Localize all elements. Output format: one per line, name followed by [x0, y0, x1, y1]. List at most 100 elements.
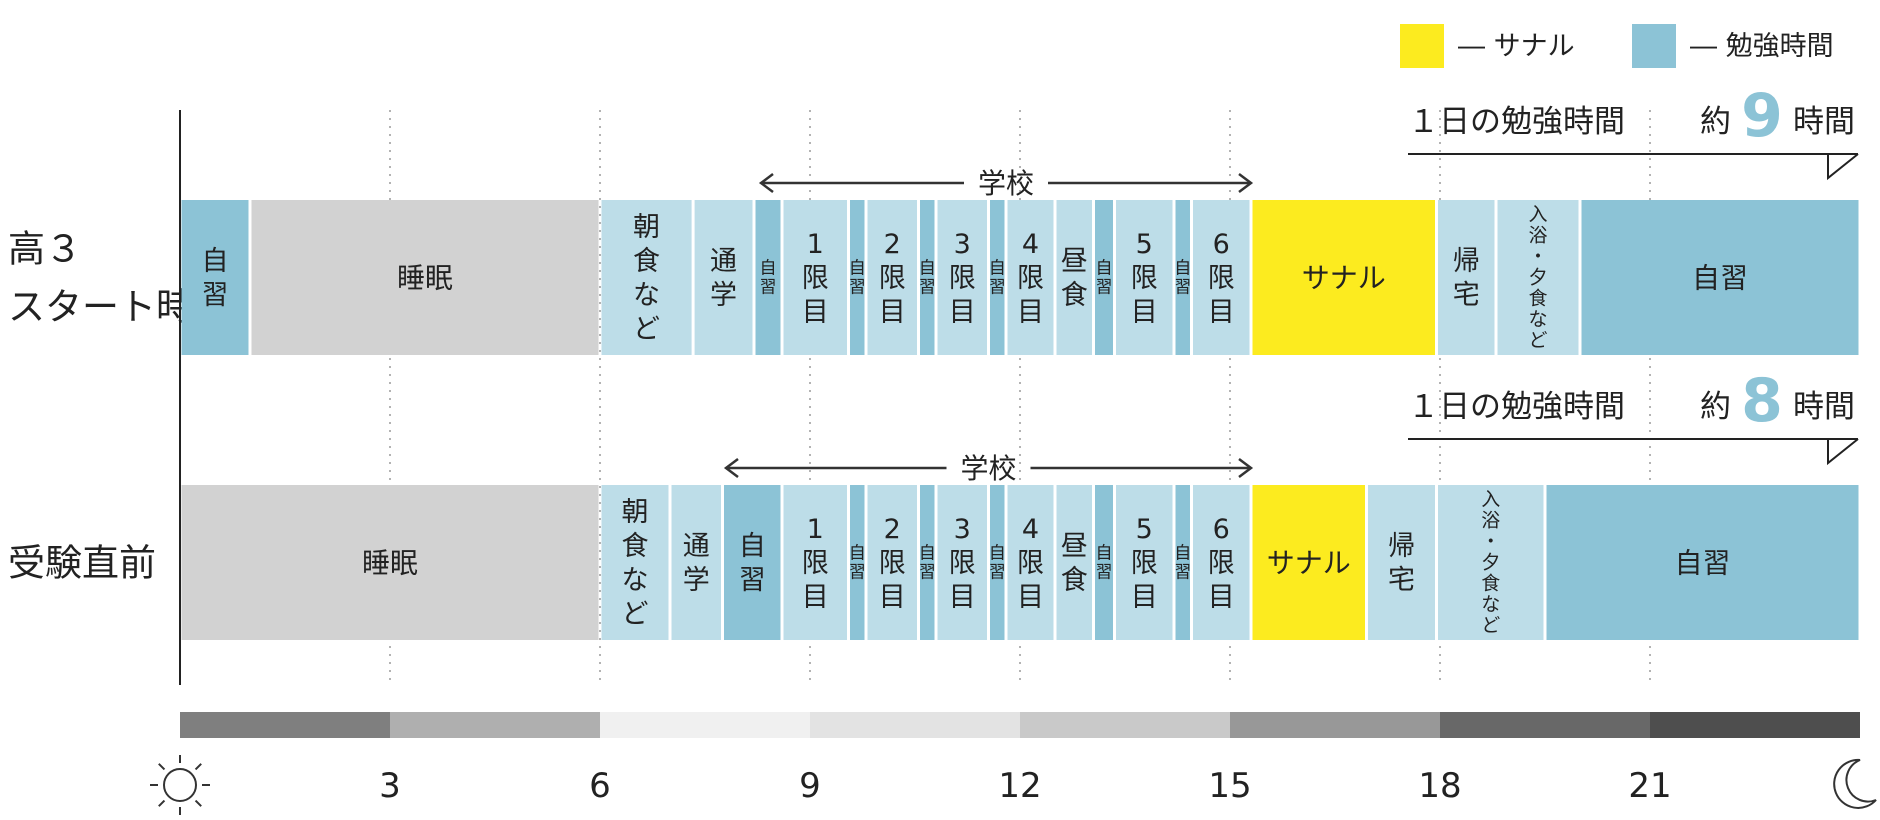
block-sanaru: [1252, 485, 1365, 640]
schedule-block: 3 限目: [937, 200, 987, 355]
tick-label: 15: [1208, 766, 1251, 806]
schedule-block: 入浴・夕食など: [1497, 200, 1579, 355]
block-label: 睡眠: [362, 547, 418, 580]
block-study: [1581, 200, 1859, 355]
schedule-block: サナル: [1252, 485, 1365, 640]
block-other: [601, 485, 669, 640]
study-hours-unit: 時間: [1793, 389, 1855, 425]
summary-callout-line: [1408, 153, 1859, 181]
study-hours-approx: 約: [1700, 104, 1731, 140]
schedule-block: 4 限目: [1007, 200, 1054, 355]
block-label: 通学: [710, 246, 737, 311]
study-hours-value: 9: [1741, 81, 1783, 151]
schedule-block: 5 限目: [1116, 200, 1173, 355]
tick-label: 21: [1628, 766, 1671, 806]
tick-label: 6: [589, 766, 611, 806]
daylight-band: [1440, 712, 1650, 738]
sun-ray: [194, 763, 202, 771]
schedule-block: 自習: [849, 200, 866, 355]
schedule-block: 2 限目: [867, 200, 917, 355]
block-label: 朝食など: [633, 212, 660, 345]
block-label: 5 限目: [1131, 229, 1158, 328]
schedule-block: 昼食: [1056, 200, 1092, 355]
block-other: [1116, 200, 1173, 355]
schedule-block: 自習: [919, 485, 936, 640]
block-label: 自習: [202, 246, 229, 311]
schedule-block: 自習: [849, 485, 866, 640]
block-other: [694, 200, 753, 355]
schedule-block: 朝食など: [601, 485, 669, 640]
schedule-block: 自習: [1174, 485, 1191, 640]
sun-icon: [150, 755, 210, 815]
block-other: [1116, 485, 1173, 640]
schedule-block: 2 限目: [867, 485, 917, 640]
tick-label: 18: [1418, 766, 1461, 806]
block-other: [867, 200, 917, 355]
block-label: 6 限目: [1208, 514, 1235, 613]
legend-swatch: [1632, 24, 1676, 68]
block-other: [1056, 200, 1092, 355]
schedule-block: 自習: [989, 485, 1006, 640]
schedule-block: 朝食など: [601, 200, 692, 355]
block-label: 通学: [683, 531, 710, 596]
schedule-block: 自習: [1174, 200, 1191, 355]
block-study: [850, 485, 865, 640]
study-hours-prefix: １日の勉強時間: [1408, 104, 1625, 140]
block-label: 自習: [1096, 543, 1113, 582]
block-label: 自習: [849, 258, 866, 297]
schedule-block: 自習: [1546, 485, 1859, 640]
legend-label: ― サナル: [1458, 31, 1575, 62]
schedule-block: 自習: [919, 200, 936, 355]
schedule-block: 自習: [181, 200, 249, 355]
schedule-block: 1 限目: [783, 200, 847, 355]
moon-crescent: [1833, 758, 1877, 809]
arrowhead-right: [1238, 173, 1254, 193]
block-label: 自習: [989, 543, 1006, 582]
daylight-band: [810, 712, 1020, 738]
block-label: 5 限目: [1131, 514, 1158, 613]
schedule-block: 6 限目: [1193, 200, 1250, 355]
schedule-block: 4 限目: [1007, 485, 1054, 640]
block-sleep: [181, 485, 599, 640]
block-label: 3 限目: [949, 229, 976, 328]
block-other: [601, 200, 692, 355]
schedule-block: 睡眠: [181, 485, 599, 640]
legend-label: ― 勉強時間: [1690, 31, 1834, 62]
sun-ray: [158, 763, 166, 771]
daylight-band: [1020, 712, 1230, 738]
school-label: 学校: [978, 167, 1034, 200]
schedule-block: 入浴・夕食など: [1438, 485, 1544, 640]
study-hours-prefix: １日の勉強時間: [1408, 389, 1625, 425]
schedule-block: サナル: [1252, 200, 1435, 355]
block-label: 睡眠: [397, 262, 453, 295]
block-label: 自習: [1174, 543, 1191, 582]
block-other: [1007, 200, 1054, 355]
schedule-row: 受験直前１日の勉強時間約 8 時間学校睡眠朝食など通学自習1 限目自習2 限目自習3 限目…: [8, 366, 1859, 640]
schedule-block: 通学: [694, 200, 753, 355]
block-study: [724, 485, 781, 640]
sun-ray: [194, 799, 202, 807]
block-label: 帰宅: [1453, 246, 1480, 311]
tick-label: 12: [998, 766, 1041, 806]
block-study: [1095, 485, 1113, 640]
block-label: 自習: [1096, 258, 1113, 297]
block-sanaru: [1252, 200, 1435, 355]
block-label: 自習: [919, 258, 936, 297]
block-label: 入浴・夕食など: [1528, 203, 1547, 351]
schedule-block: 睡眠: [251, 200, 599, 355]
daylight-band: [1650, 712, 1860, 738]
sun-circle: [163, 768, 197, 802]
block-other: [937, 485, 987, 640]
block-label: 入浴・夕食など: [1481, 488, 1500, 636]
block-label: 自習: [919, 543, 936, 582]
block-label: 3 限目: [949, 514, 976, 613]
block-label: 昼食: [1061, 246, 1088, 311]
block-label: 自習: [1674, 547, 1730, 580]
schedule-block: 帰宅: [1368, 485, 1435, 640]
block-other: [1007, 485, 1054, 640]
schedule-block: 昼食: [1056, 485, 1092, 640]
schedule-rows: 高３スタート時１日の勉強時間約 9 時間学校自習睡眠朝食など通学自習1 限目自習2 限目…: [8, 81, 1859, 640]
schedule-block: 自習: [755, 200, 781, 355]
time-tick-labels: 3 6 9 12 15 18 21: [379, 766, 1671, 806]
daylight-timeline: [180, 712, 1860, 738]
